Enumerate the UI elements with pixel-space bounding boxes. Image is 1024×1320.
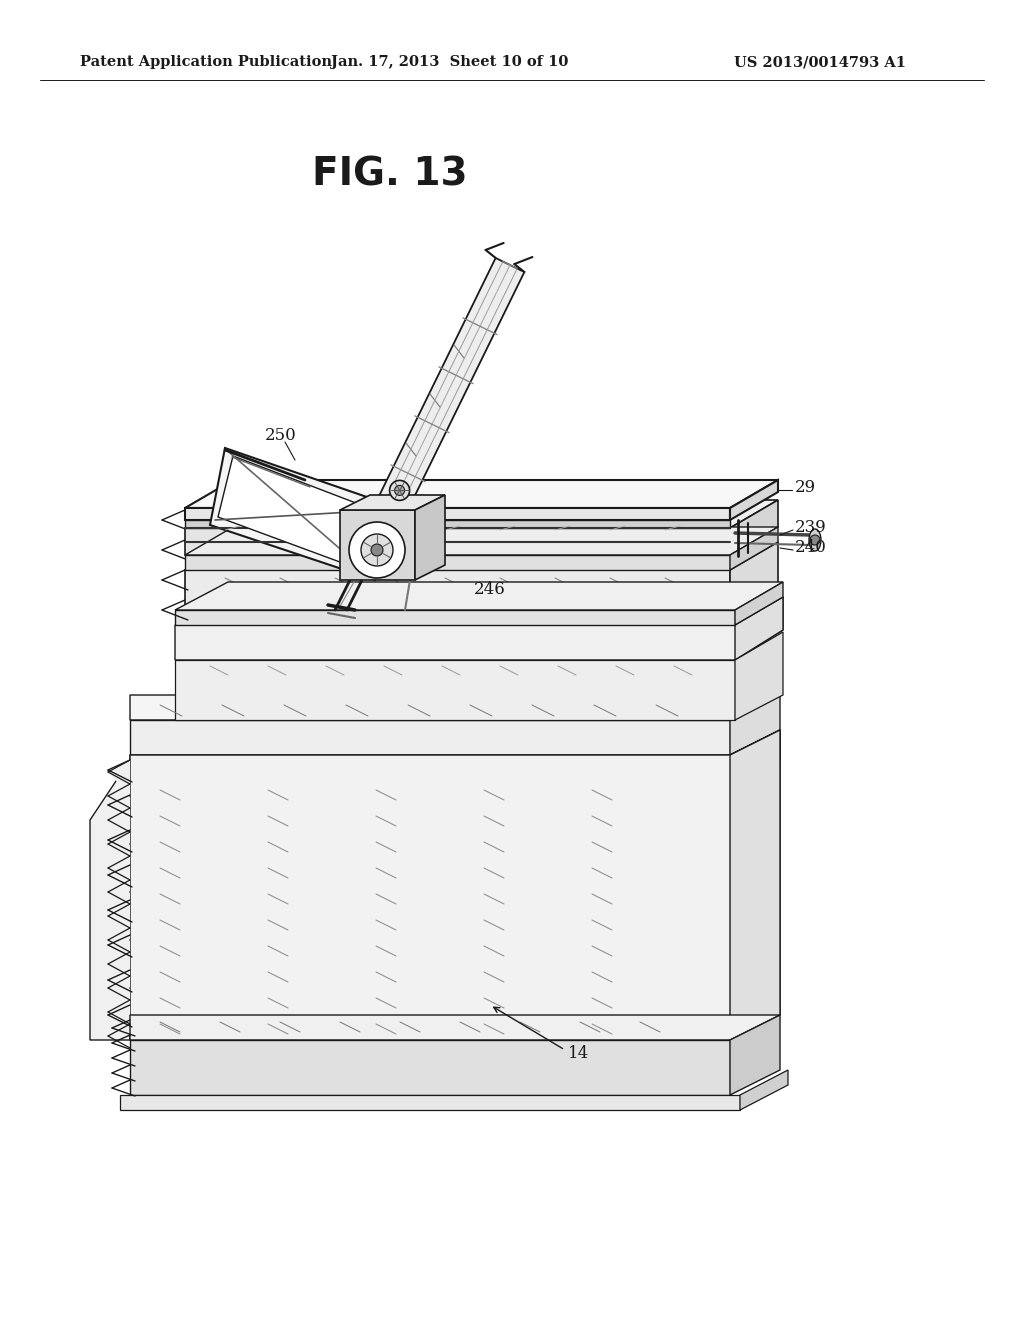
Text: 240: 240: [795, 540, 826, 557]
Polygon shape: [130, 1040, 730, 1096]
Text: 14: 14: [568, 1044, 589, 1061]
Polygon shape: [730, 543, 778, 610]
Polygon shape: [130, 730, 780, 785]
Text: Patent Application Publication: Patent Application Publication: [80, 55, 332, 69]
Polygon shape: [730, 730, 780, 1040]
Polygon shape: [175, 610, 735, 624]
Polygon shape: [740, 1071, 788, 1110]
Circle shape: [361, 535, 393, 566]
Text: 250: 250: [265, 426, 297, 444]
Text: 239: 239: [795, 520, 826, 536]
Circle shape: [389, 480, 410, 500]
Polygon shape: [175, 582, 783, 610]
Polygon shape: [185, 570, 730, 610]
Polygon shape: [735, 632, 783, 719]
Polygon shape: [185, 508, 730, 520]
Ellipse shape: [809, 529, 821, 550]
Polygon shape: [130, 719, 730, 755]
Polygon shape: [90, 760, 130, 1040]
Circle shape: [349, 521, 406, 578]
Polygon shape: [185, 520, 730, 528]
Polygon shape: [185, 543, 778, 570]
Text: 29: 29: [795, 479, 816, 496]
Text: 246: 246: [474, 582, 506, 598]
Polygon shape: [130, 730, 780, 1040]
Polygon shape: [730, 480, 778, 520]
Circle shape: [371, 544, 383, 556]
Polygon shape: [120, 1096, 740, 1110]
Polygon shape: [185, 528, 730, 554]
Polygon shape: [730, 696, 780, 755]
Polygon shape: [415, 495, 445, 579]
Circle shape: [810, 535, 820, 545]
Polygon shape: [185, 500, 778, 528]
Polygon shape: [730, 500, 778, 554]
Polygon shape: [210, 447, 390, 579]
Text: Jan. 17, 2013  Sheet 10 of 10: Jan. 17, 2013 Sheet 10 of 10: [332, 55, 568, 69]
Polygon shape: [108, 760, 130, 1040]
Polygon shape: [175, 660, 735, 719]
Circle shape: [394, 486, 404, 495]
Polygon shape: [730, 527, 778, 570]
Polygon shape: [185, 480, 778, 508]
Polygon shape: [185, 554, 730, 570]
Polygon shape: [130, 696, 780, 719]
Polygon shape: [175, 597, 783, 660]
Polygon shape: [340, 495, 445, 510]
Text: FIG. 13: FIG. 13: [312, 156, 468, 194]
Polygon shape: [376, 257, 524, 517]
Polygon shape: [735, 597, 783, 660]
Polygon shape: [730, 1015, 780, 1096]
Polygon shape: [130, 1015, 780, 1040]
Polygon shape: [185, 527, 778, 554]
Text: US 2013/0014793 A1: US 2013/0014793 A1: [734, 55, 906, 69]
Polygon shape: [340, 510, 415, 579]
Polygon shape: [735, 582, 783, 624]
Polygon shape: [218, 455, 382, 572]
